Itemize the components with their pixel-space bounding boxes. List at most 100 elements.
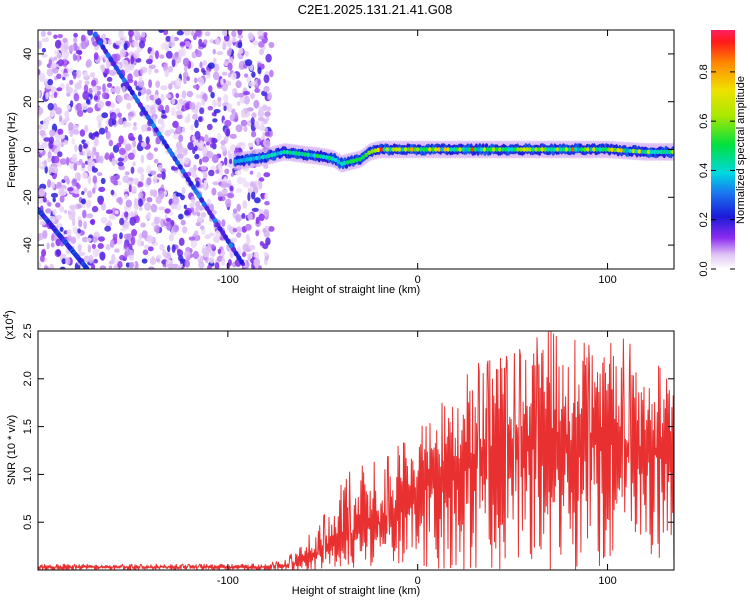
noise-blob <box>138 198 143 207</box>
noise-blob <box>118 147 126 155</box>
noise-blob <box>232 228 238 233</box>
noise-blob <box>38 40 42 50</box>
noise-blob <box>97 243 104 249</box>
noise-blob <box>66 86 73 94</box>
noise-blob <box>126 102 132 110</box>
noise-blob <box>75 102 83 112</box>
noise-blob <box>110 189 115 196</box>
noise-blob <box>212 181 220 186</box>
noise-blob <box>226 39 232 48</box>
noise-blob <box>123 205 128 212</box>
noise-blob <box>244 73 249 78</box>
noise-blob <box>217 248 222 254</box>
tone-band-core <box>340 161 344 166</box>
noise-blob <box>213 71 220 81</box>
noise-blob <box>38 233 42 242</box>
noise-blob <box>81 191 85 195</box>
noise-blob <box>106 68 110 75</box>
noise-blob <box>250 92 255 100</box>
y-tick-label: 20 <box>22 96 34 108</box>
spectrogram-y-ticks: -40 -20 0 20 40 <box>22 48 674 253</box>
noise-blob <box>251 207 259 212</box>
noise-blob <box>186 90 193 98</box>
diagonal-line-blob <box>105 52 111 59</box>
noise-blob <box>210 250 216 257</box>
noise-blob <box>243 95 250 105</box>
noise-blob <box>215 37 221 46</box>
tone-band-core <box>671 149 674 155</box>
noise-blob <box>70 209 76 218</box>
noise-blob <box>190 239 198 249</box>
noise-blob <box>155 225 160 235</box>
noise-blob <box>231 108 236 115</box>
noise-blob <box>168 83 173 90</box>
noise-blob <box>146 197 153 203</box>
noise-blob <box>131 229 138 237</box>
noise-blob <box>193 67 200 74</box>
noise-blob <box>184 259 190 268</box>
y-tick-label: -40 <box>22 237 34 253</box>
noise-blob <box>238 47 244 55</box>
noise-blob <box>138 75 143 83</box>
tone-band-core <box>312 153 317 158</box>
noise-blob <box>200 225 205 230</box>
noise-blob <box>65 257 71 265</box>
noise-blob <box>155 196 162 204</box>
tone-band-core <box>616 148 620 153</box>
diagonal-line-blob <box>113 65 119 71</box>
noise-blob <box>42 196 47 203</box>
noise-blob <box>223 105 227 112</box>
tone-band-core <box>573 147 578 152</box>
colorbar-tick-label: 0.8 <box>698 64 710 79</box>
tone-band-core <box>534 147 538 152</box>
tone-band-core <box>261 154 265 160</box>
noise-blob <box>128 184 132 193</box>
noise-blob <box>233 92 240 98</box>
noise-blob <box>63 59 68 65</box>
noise-blob <box>194 145 198 152</box>
tone-band-core <box>412 147 417 152</box>
noise-blob <box>101 112 109 119</box>
noise-blob <box>150 50 156 56</box>
diagonal-line-blob <box>111 61 116 67</box>
noise-blob <box>205 70 211 76</box>
noise-blob <box>52 208 57 216</box>
tone-band-core <box>425 147 429 152</box>
noise-blob <box>156 173 164 178</box>
noise-blob <box>253 99 260 109</box>
noise-blob <box>124 143 132 152</box>
diagonal-line-blob <box>121 77 127 83</box>
noise-blob <box>99 251 106 261</box>
noise-blob <box>49 109 55 118</box>
noise-blob <box>50 181 56 189</box>
tone-band-core <box>382 147 387 152</box>
colorbar-tick-label: 0.6 <box>698 114 710 129</box>
noise-blob <box>191 135 196 141</box>
noise-blob <box>181 90 187 99</box>
noise-blob <box>202 60 207 66</box>
noise-blob <box>244 223 252 231</box>
diagonal-line-blob <box>124 81 130 87</box>
noise-blob <box>91 165 96 171</box>
noise-blob <box>199 107 205 115</box>
noise-blob <box>141 258 148 264</box>
tone-band-core <box>592 147 596 152</box>
noise-blob <box>145 136 150 145</box>
diagonal-line-blob <box>140 106 146 112</box>
noise-blob <box>64 110 70 119</box>
tone-band-core <box>318 154 323 159</box>
noise-blob <box>98 236 105 242</box>
noise-blob <box>79 129 86 137</box>
x-tick-label: 100 <box>598 274 616 286</box>
noise-blob <box>254 88 260 93</box>
noise-blob <box>223 61 229 67</box>
diagonal-line-blob <box>239 259 245 265</box>
noise-blob <box>117 161 124 167</box>
noise-blob <box>165 217 172 222</box>
noise-blob <box>127 152 135 160</box>
noise-blob <box>39 183 47 190</box>
noise-blob <box>88 132 93 139</box>
noise-blob <box>203 171 208 180</box>
tone-band-core <box>406 147 411 152</box>
noise-blob <box>242 243 250 252</box>
